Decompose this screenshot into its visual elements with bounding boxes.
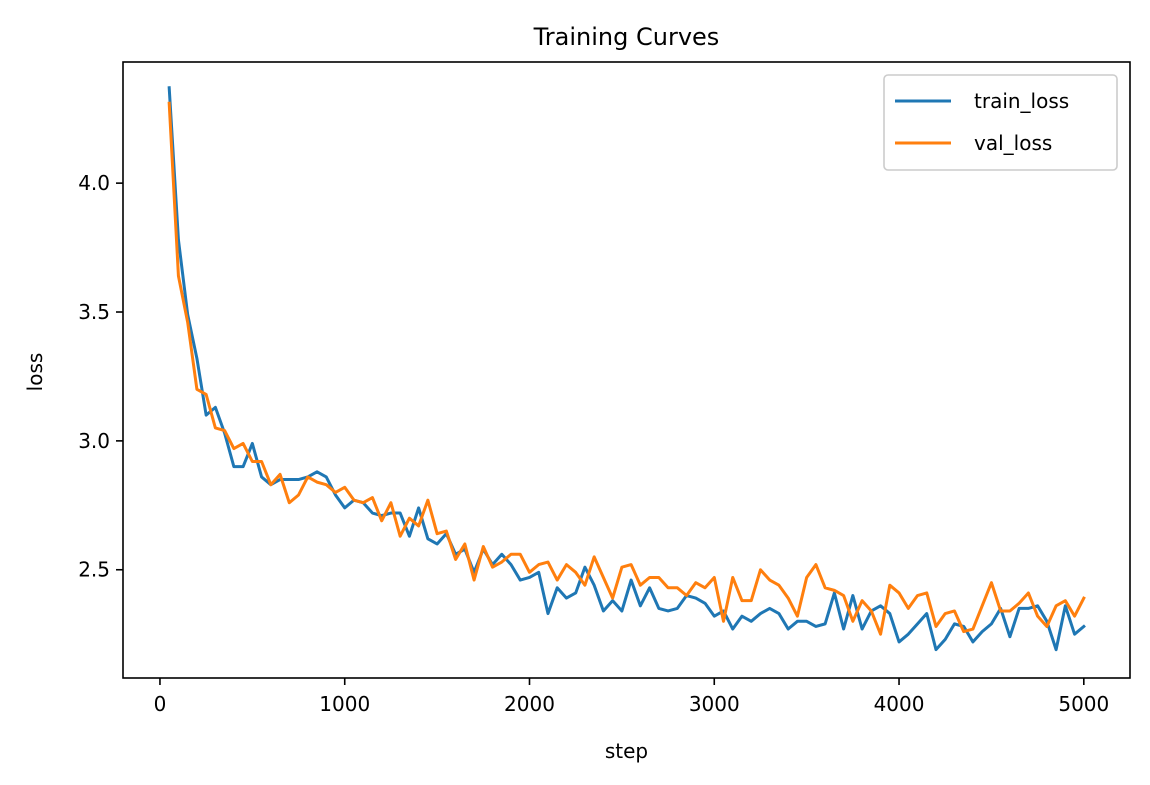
y-axis-label: loss [23,353,47,392]
y-tick-label: 3.5 [78,300,110,324]
legend-label-train-loss: train_loss [974,89,1069,113]
x-tick-label: 3000 [689,692,740,716]
x-tick-label: 1000 [319,692,370,716]
y-axis-ticks: 2.5 3.0 3.5 4.0 [78,171,123,582]
legend-box [883,74,1118,171]
x-axis-label: step [605,739,648,763]
chart-title: Training Curves [533,23,720,51]
plot-area [167,86,1086,652]
plot-frame [122,61,1131,679]
x-tick-label: 4000 [874,692,925,716]
y-tick-label: 2.5 [78,558,110,582]
x-axis-ticks: 0 1000 2000 3000 4000 5000 [154,678,1109,716]
legend: train_loss val_loss [883,74,1118,171]
y-tick-label: 4.0 [78,171,110,195]
legend-label-val-loss: val_loss [974,131,1052,155]
x-tick-label: 2000 [504,692,555,716]
y-tick-label: 3.0 [78,429,110,453]
series-line-val-loss [167,101,1086,636]
x-tick-label: 0 [154,692,167,716]
series-line-train-loss [167,86,1086,652]
x-tick-label: 5000 [1058,692,1109,716]
